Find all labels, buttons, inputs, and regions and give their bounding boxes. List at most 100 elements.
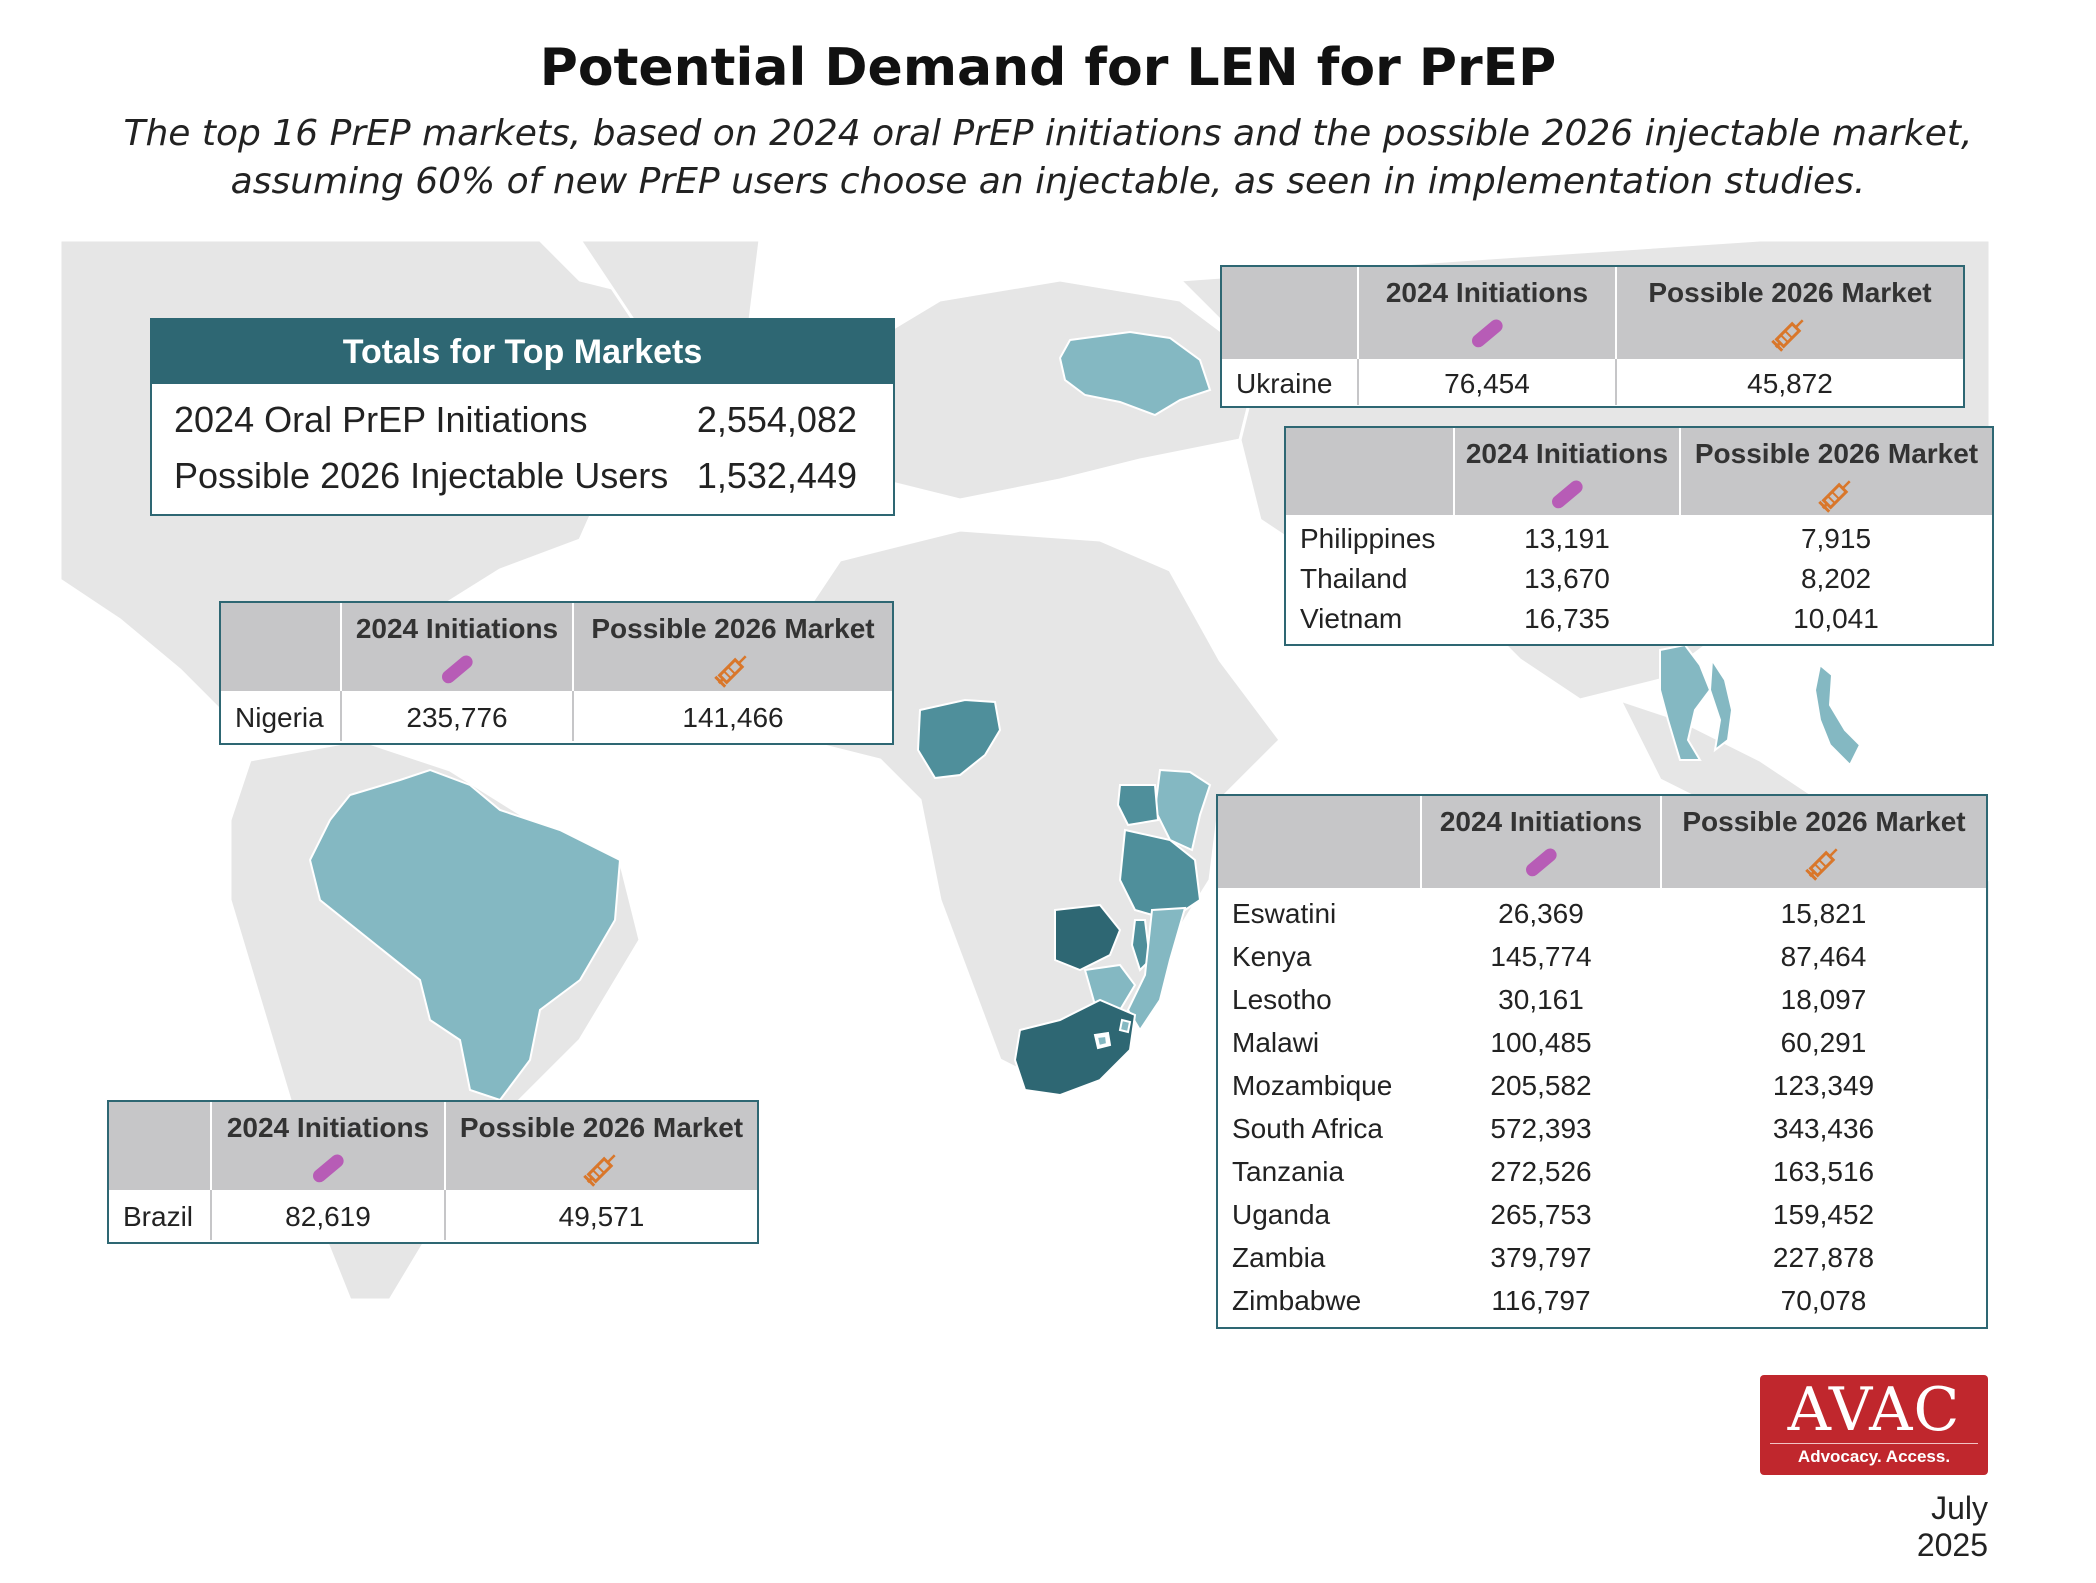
country-name: Uganda [1232,1198,1331,1230]
initiations-value: 16,735 [1524,603,1610,634]
subtitle-line-2: assuming 60% of new PrEP users choose an… [230,161,1866,202]
syringe-icon [582,1154,616,1187]
market-label: Possible 2026 Market [1694,438,1979,469]
initiations-value: 265,753 [1490,1198,1592,1230]
country-name: Thailand [1300,563,1408,594]
country-name: Brazil [123,1201,194,1232]
table-row: Brazil 82,619 49,571 [109,1190,757,1240]
initiations-value: 82,619 [210,1190,445,1240]
initiations-header: 2024 Initiations [210,1102,445,1190]
pill-icon [442,655,473,684]
country-header [109,1102,211,1190]
malawi-region [1130,919,1152,972]
nigeria-region [916,698,1002,780]
nigeria-table: 2024 Initiations Possible 2026 Market Ni… [219,601,894,745]
country-name: Lesotho [1232,983,1332,1015]
market-value: 18,097 [1780,983,1867,1015]
market-label: Possible 2026 Market [1682,806,1966,837]
table-row: Eswatini 26,369 15,821 [1218,888,1986,935]
country-header [1222,267,1358,359]
pill-icon [313,1154,344,1183]
market-value: 227,878 [1772,1241,1875,1273]
market-value: 7,915 [1800,523,1872,554]
country-name: Eswatini [1232,897,1337,929]
country-name: Malawi [1232,1026,1320,1058]
market-value: 343,436 [1772,1112,1875,1144]
logo-tagline: Advocacy. Access. Equity. [1770,1443,1978,1496]
totals-row: Possible 2026 Injectable Users 1,532,449 [152,448,893,504]
table-row: Zimbabwe 116,797 70,078 [1218,1279,1986,1322]
initiations-header: 2024 Initiations [1453,428,1680,515]
syringe-icon [1805,848,1838,881]
initiations-value: 272,526 [1490,1155,1592,1187]
pill-icon [1552,480,1583,509]
market-value: 60,291 [1780,1026,1867,1058]
table-row: Vietnam 16,735 10,041 [1286,599,1992,639]
initiations-header: 2024 Initiations [340,603,573,691]
initiations-value: 145,774 [1490,940,1592,972]
data-table: 2024 Initiations Possible 2026 Market Ph… [1286,428,1992,639]
data-table: 2024 Initiations Possible 2026 Market Uk… [1222,267,1963,405]
avac-logo: AVAC Advocacy. Access. Equity. [1760,1375,1988,1492]
chart-title: Potential Demand for LEN for PrEP [539,38,1557,98]
initiations-value: 13,670 [1524,563,1610,594]
philippines-region [1813,663,1862,767]
table-row: Thailand 13,670 8,202 [1286,559,1992,599]
initiations-value: 205,582 [1490,1069,1592,1101]
uganda-region [1116,784,1160,827]
table-row: Uganda 265,753 159,452 [1218,1193,1986,1236]
market-value: 8,202 [1800,563,1872,594]
market-label: Possible 2026 Market [459,1112,744,1143]
initiations-label: 2024 Initiations [226,1112,430,1143]
initiations-value: 235,776 [340,691,573,741]
initiations-value: 116,797 [1491,1284,1591,1316]
initiations-value: 379,797 [1490,1241,1592,1273]
initiations-header: 2024 Initiations [1420,796,1661,888]
initiations-label: 2024 Initiations [1439,806,1643,837]
market-value: 163,516 [1772,1155,1875,1187]
asia-table: 2024 Initiations Possible 2026 Market Ph… [1284,426,1994,646]
initiations-value: 100,485 [1490,1026,1592,1058]
market-header: Possible 2026 Market [1660,796,1986,888]
logo-name: AVAC [1787,1375,1961,1445]
data-table: 2024 Initiations Possible 2026 Market Es… [1218,796,1986,1322]
market-value: 45,872 [1615,359,1963,405]
table-row: Zambia 379,797 227,878 [1218,1236,1986,1279]
country-name: Zambia [1232,1241,1326,1273]
syringe-icon [714,655,747,688]
table-row: South Africa 572,393 343,436 [1218,1107,1986,1150]
eswatini-region [1118,1018,1132,1034]
market-value: 15,821 [1780,897,1867,929]
totals-label: 2024 Oral PrEP Initiations [174,399,588,440]
country-name: Mozambique [1232,1069,1393,1101]
subtitle-line-1: The top 16 PrEP markets, based on 2024 o… [123,113,1973,154]
table-row: Lesotho 30,161 18,097 [1218,978,1986,1021]
country-name: South Africa [1232,1112,1383,1144]
market-label: Possible 2026 Market [1648,277,1932,308]
africa-table: 2024 Initiations Possible 2026 Market Es… [1216,794,1988,1329]
initiations-label: 2024 Initiations [1465,438,1669,469]
market-value: 87,464 [1780,940,1867,972]
country-name: Nigeria [235,702,324,733]
thailand-region [1659,643,1712,761]
totals-box: Totals for Top Markets 2024 Oral PrEP In… [150,318,895,516]
publication-date: July 2025 [1916,1490,1988,1563]
market-label: Possible 2026 Market [591,613,875,644]
market-value: 123,349 [1772,1069,1875,1101]
initiations-header: 2024 Initiations [1357,267,1616,359]
country-name: Tanzania [1232,1155,1345,1187]
initiations-value: 26,369 [1498,897,1584,929]
south-africa-region [1013,998,1137,1097]
totals-value: 1,532,449 [696,455,857,496]
syringe-icon [1771,319,1804,352]
lesotho-inner [1095,1034,1109,1048]
ukraine-region [1058,330,1212,417]
country-name: Ukraine [1236,368,1333,399]
zambia-region [1054,903,1122,972]
data-table: 2024 Initiations Possible 2026 Market Br… [109,1102,757,1240]
initiations-value: 30,161 [1498,983,1584,1015]
table-row: Nigeria 235,776 141,466 [221,691,892,741]
market-value: 10,041 [1793,603,1879,634]
totals-heading: Totals for Top Markets [152,320,893,384]
totals-row: 2024 Oral PrEP Initiations 2,554,082 [152,392,893,448]
